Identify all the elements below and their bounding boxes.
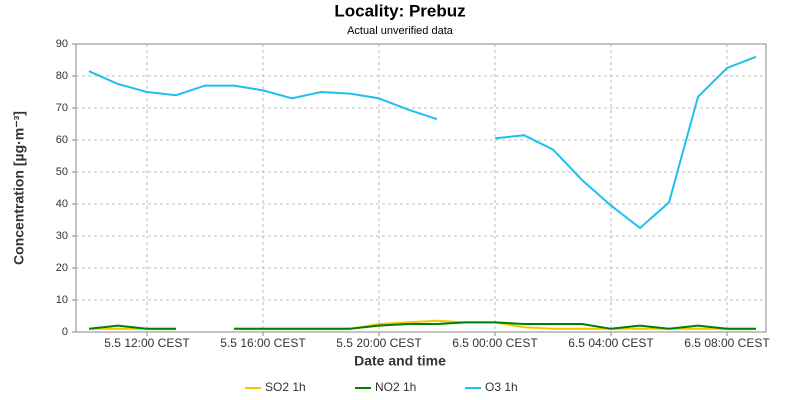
- x-tick-label: 5.5 16:00 CEST: [220, 336, 306, 350]
- y-tick-label: 40: [56, 198, 68, 210]
- y-tick-label: 0: [62, 326, 68, 338]
- y-tick-label: 50: [56, 166, 68, 178]
- y-tick-label: 60: [56, 134, 68, 146]
- chart-subtitle: Actual unverified data: [347, 25, 454, 37]
- data-line: [88, 321, 756, 330]
- x-tick-label: 6.5 00:00 CEST: [452, 336, 538, 350]
- legend-label: O3 1h: [485, 380, 518, 394]
- y-tick-label: 20: [56, 262, 68, 274]
- x-tick-label: 5.5 20:00 CEST: [336, 336, 422, 350]
- y-tick-label: 10: [56, 294, 68, 306]
- x-tick-label: 6.5 04:00 CEST: [568, 336, 654, 350]
- y-tick-label: 90: [56, 38, 68, 50]
- x-tick-label: 6.5 08:00 CEST: [684, 336, 770, 350]
- y-tick-label: 30: [56, 230, 68, 242]
- y-tick-label: 70: [56, 102, 68, 114]
- x-tick-label: 5.5 12:00 CEST: [104, 336, 190, 350]
- plot-frame: [75, 43, 767, 333]
- chart-title: Locality: Prebuz: [334, 1, 465, 20]
- legend-label: SO2 1h: [265, 380, 306, 394]
- data-line: [88, 55, 757, 230]
- y-tick-label: 80: [56, 70, 68, 82]
- legend-label: NO2 1h: [375, 380, 416, 394]
- x-axis-label: Date and time: [354, 353, 446, 369]
- y-axis-label: Concentration [µg·m⁻³]: [11, 111, 27, 265]
